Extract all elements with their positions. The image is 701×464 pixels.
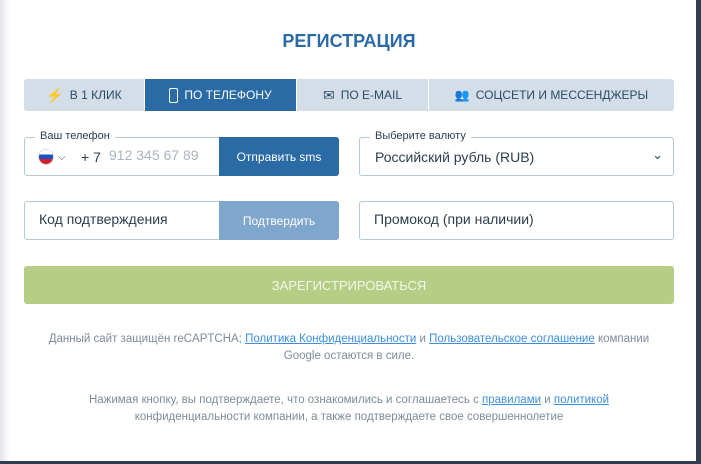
phone-input[interactable]	[109, 147, 219, 163]
code-field: Подтвердить	[24, 201, 339, 240]
phone-field: Ваш телефон ⌵ + 7 Отправить sms	[24, 130, 339, 176]
register-button[interactable]: ЗАРЕГИСТРИРОВАТЬСЯ	[24, 266, 674, 304]
send-sms-button[interactable]: Отправить sms	[219, 137, 339, 176]
code-input[interactable]	[39, 211, 214, 227]
currency-select[interactable]: Выберите валюту Российский рубль (RUB) ⌄	[359, 130, 674, 176]
recaptcha-notice: Данный сайт защищён reCAPTCHA; Политика …	[48, 333, 650, 362]
window-border	[696, 0, 701, 464]
page-shadow	[0, 0, 10, 464]
terms-link[interactable]: Пользовательское соглашение	[429, 333, 595, 345]
policy-link[interactable]: политикой	[553, 394, 610, 406]
tab-social[interactable]: 👥 СОЦСЕТИ И МЕССЕНДЖЕРЫ	[454, 88, 649, 102]
privacy-policy-link[interactable]: Политика Конфиденциальности	[245, 333, 417, 345]
promo-input[interactable]	[374, 211, 664, 227]
confirm-button[interactable]: Подтвердить	[219, 201, 339, 240]
window-border-bottom	[0, 461, 701, 464]
registration-tabs: ⚡ В 1 КЛИК ПО ТЕЛЕФОНУ ✉ ПО E-MAIL 👥 СОЦ…	[24, 79, 674, 111]
chevron-down-icon: ⌵	[58, 151, 66, 163]
phone-icon	[169, 87, 179, 103]
promo-field	[359, 201, 674, 240]
chevron-down-icon: ⌄	[652, 147, 663, 162]
tab-email[interactable]: ✉ ПО E-MAIL	[297, 79, 429, 111]
envelope-icon: ✉	[322, 86, 335, 103]
page-title: РЕГИСТРАЦИЯ	[282, 31, 416, 51]
users-icon: 👥	[454, 88, 470, 102]
tab-phone[interactable]: ПО ТЕЛЕФОНУ	[145, 79, 297, 111]
consent-notice: Нажимая кнопку, вы подтверждаете, что оз…	[88, 394, 610, 423]
lightning-icon: ⚡	[46, 86, 64, 103]
tab-one-click[interactable]: ⚡ В 1 КЛИК	[24, 79, 145, 111]
russia-flag-icon	[39, 150, 53, 164]
country-selector[interactable]: ⌵	[39, 150, 66, 164]
rules-link[interactable]: правилами	[482, 394, 542, 406]
